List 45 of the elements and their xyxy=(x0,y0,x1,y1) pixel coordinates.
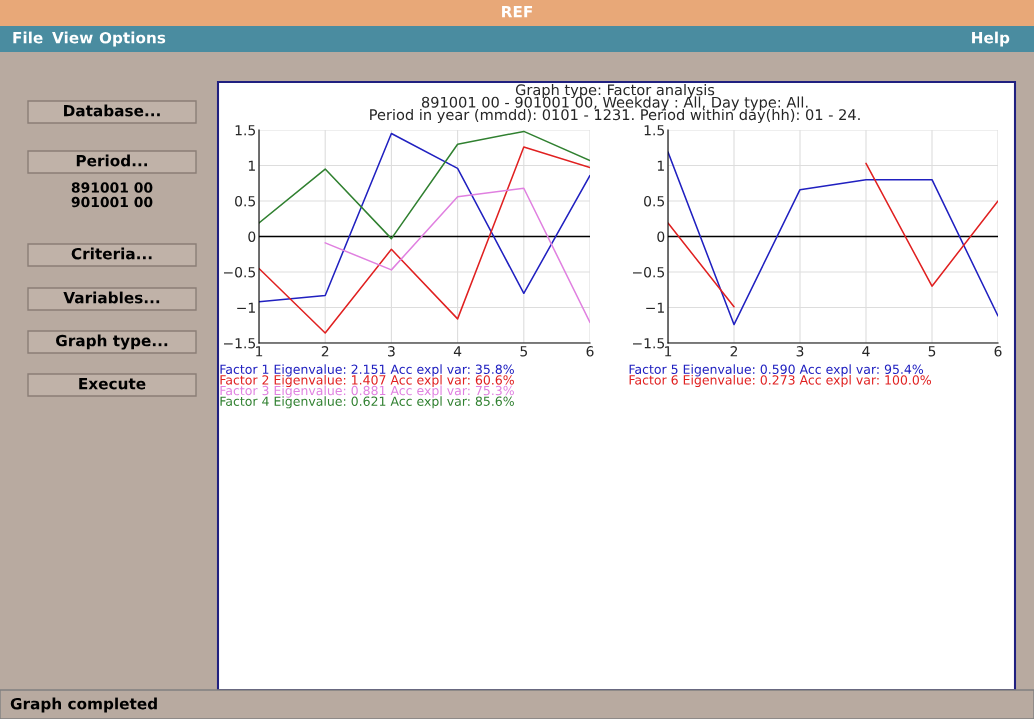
text: Database... xyxy=(64,104,160,117)
x-tick-label: 3 xyxy=(796,346,804,357)
y-tick-label: −1 xyxy=(237,302,255,313)
text: Variables... xyxy=(63,291,160,304)
x-tick-label: 5 xyxy=(520,346,528,357)
chart-title: Graph type: Factor analysis 891001 00 - 901001 00, Weekday : All, Day type: All. Period in year (mmdd): 0101 - 1231. Period within day(hh): 01 - 24. xyxy=(370,84,860,124)
y-tick-label: −1 xyxy=(646,302,664,313)
text: Criteria... xyxy=(71,247,152,260)
y-tick-label: 0.5 xyxy=(644,195,665,207)
x-tick-label: 5 xyxy=(928,346,936,357)
x-tick-label: 3 xyxy=(388,346,395,357)
text: View xyxy=(52,31,93,44)
line-series xyxy=(259,146,590,334)
text: 891001 00 901001 00 xyxy=(71,182,153,208)
y-tick-label: 1.5 xyxy=(235,125,256,136)
y-tick-label: −0.5 xyxy=(632,266,665,278)
text: Graph type... xyxy=(56,334,168,350)
y-tick-label: −1.5 xyxy=(223,338,256,349)
text: REF xyxy=(502,6,533,18)
text: Graph completed xyxy=(10,697,157,713)
text: Execute xyxy=(79,378,146,390)
y-tick-label: 1 xyxy=(248,160,255,171)
y-tick-label: 0.5 xyxy=(235,195,256,207)
text: Factor 4 Eigenvalue: 0.621 Acc expl var: 85.6% xyxy=(220,396,514,409)
x-tick-label: 2 xyxy=(730,346,738,357)
text: Period... xyxy=(76,154,148,167)
x-tick-label: 2 xyxy=(321,346,329,357)
text: Help xyxy=(972,31,1010,47)
text: Options xyxy=(99,31,166,47)
y-tick-label: 0 xyxy=(657,231,665,242)
y-tick-label: −1.5 xyxy=(632,338,665,349)
y-tick-label: 1.5 xyxy=(644,125,665,136)
y-tick-label: −0.5 xyxy=(223,266,256,278)
line-series xyxy=(324,187,590,324)
x-tick-label: 4 xyxy=(453,346,462,357)
x-tick-label: 4 xyxy=(862,346,870,357)
x-tick-label: 6 xyxy=(586,346,594,357)
x-tick-label: 1 xyxy=(256,346,263,357)
x-tick-label: 6 xyxy=(994,346,1002,357)
y-tick-label: 1 xyxy=(657,160,664,171)
text: Factor 6 Eigenvalue: 0.273 Acc expl var: 100.0% xyxy=(629,374,932,388)
y-tick-label: 0 xyxy=(248,231,256,242)
line-series xyxy=(668,151,998,326)
text: File xyxy=(13,31,43,44)
x-tick-label: 1 xyxy=(665,346,672,357)
